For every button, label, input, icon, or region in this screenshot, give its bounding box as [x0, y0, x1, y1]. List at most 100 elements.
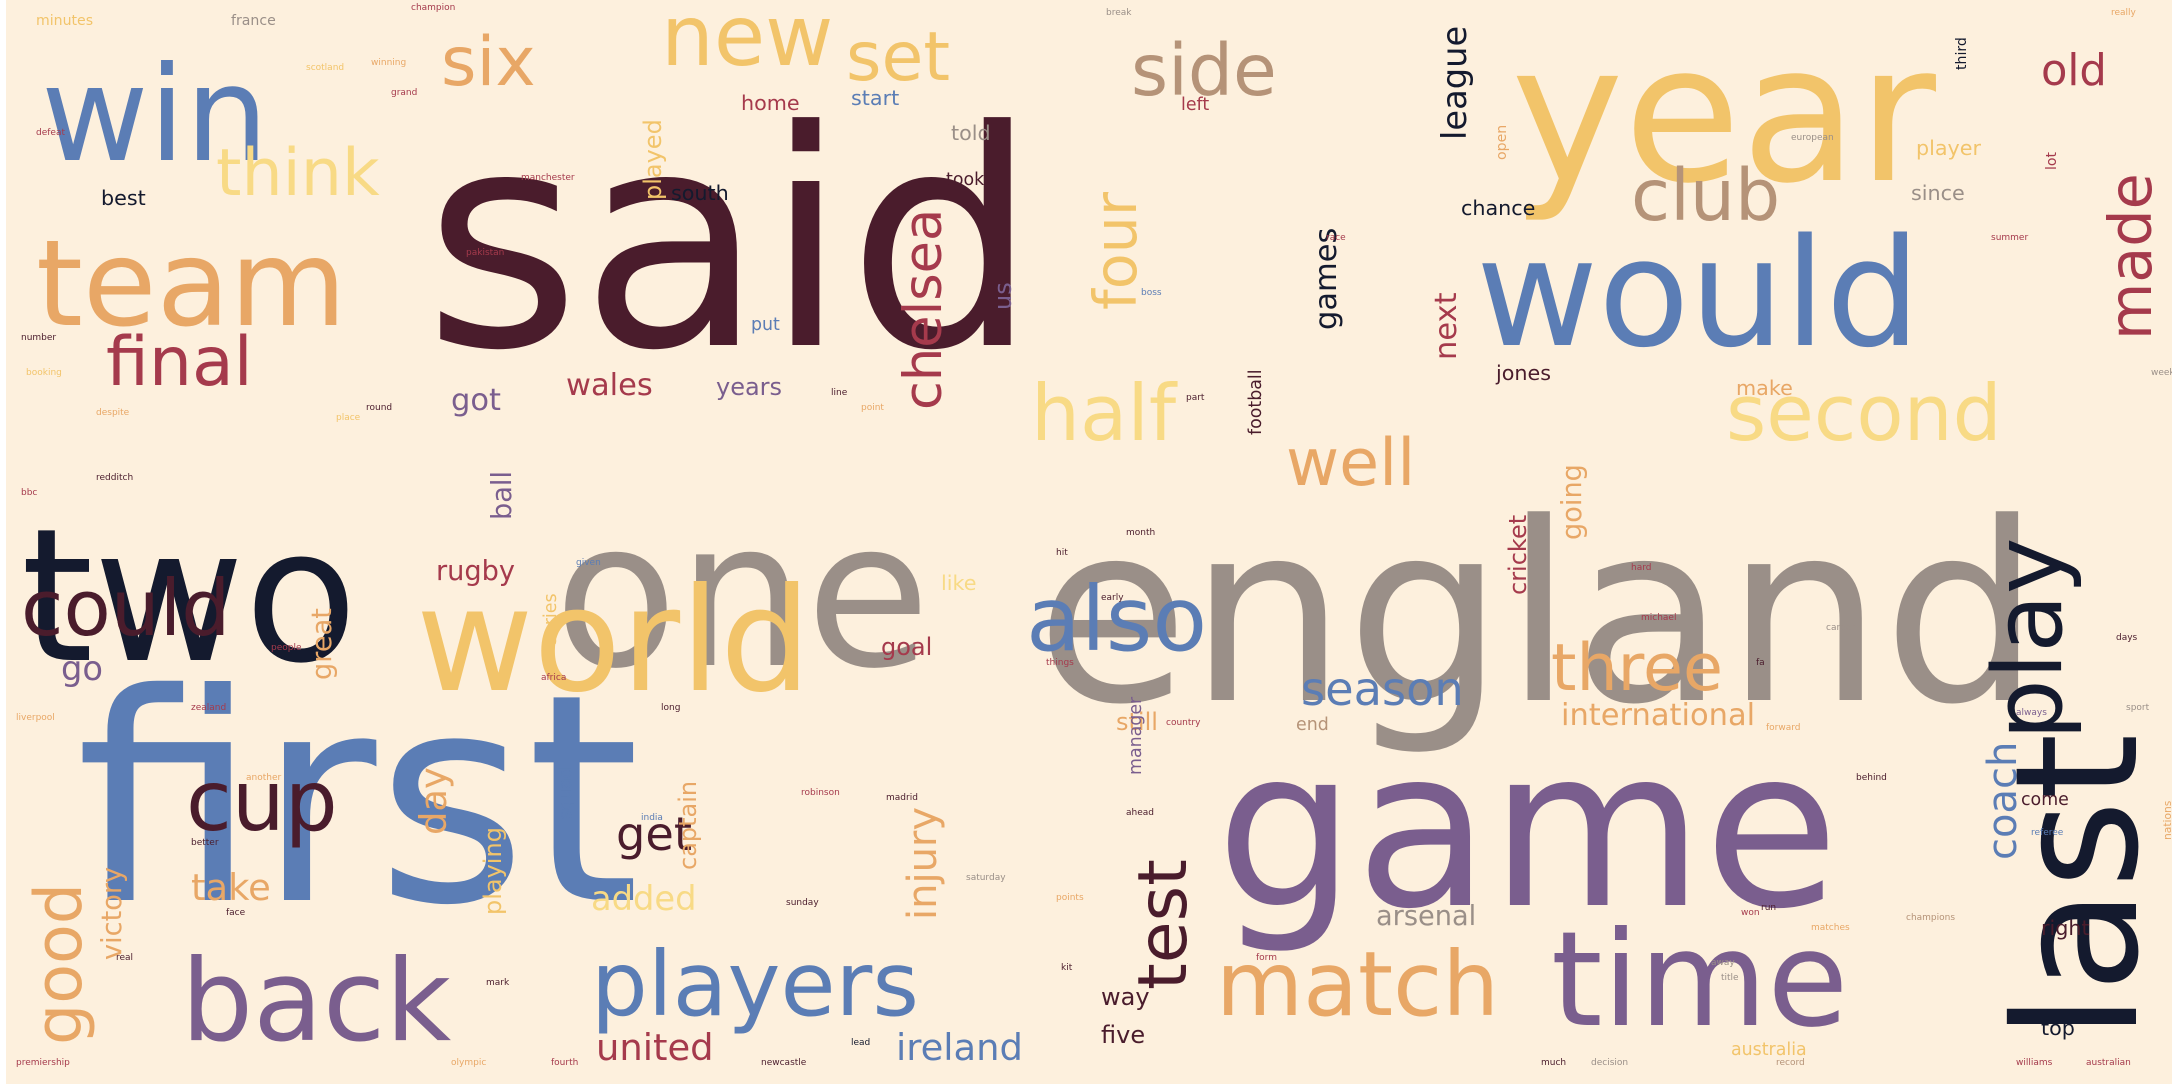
- word-goal: goal: [881, 633, 932, 661]
- word-zealand: zealand: [191, 703, 226, 713]
- word-australia: australia: [1731, 1040, 1807, 1060]
- word-win: win: [41, 39, 269, 192]
- word-run: run: [1761, 903, 1776, 913]
- word-new: new: [661, 0, 833, 85]
- word-third: third: [1954, 37, 1970, 70]
- word-ahead: ahead: [1126, 808, 1154, 818]
- word-put: put: [751, 315, 780, 335]
- word-season: season: [1301, 662, 1464, 716]
- word-things: things: [1046, 658, 1074, 668]
- word-series: series: [541, 593, 561, 645]
- word-year: year: [1511, 3, 1937, 225]
- word-second: second: [1726, 369, 2002, 459]
- word-fourth: fourth: [551, 1058, 578, 1068]
- word-break: break: [1106, 8, 1132, 18]
- word-two: two: [21, 489, 357, 704]
- word-match: match: [1216, 933, 1499, 1037]
- word-bbc: bbc: [21, 488, 37, 498]
- word-side: side: [1131, 29, 1277, 112]
- word-rugby: rugby: [436, 556, 515, 587]
- word-points: points: [1056, 893, 1084, 903]
- word-team: team: [36, 215, 347, 354]
- word-day: day: [412, 767, 455, 835]
- word-old: old: [2041, 46, 2107, 96]
- word-place: place: [336, 413, 361, 423]
- word-line: line: [831, 388, 848, 398]
- word-get: get: [616, 807, 692, 861]
- word-since: since: [1911, 181, 1965, 205]
- word-international: international: [1561, 698, 1755, 733]
- word-pakistan: pakistan: [466, 248, 504, 258]
- word-another: another: [246, 773, 281, 783]
- word-form: form: [1256, 953, 1277, 963]
- word-well: well: [1286, 426, 1415, 501]
- word-arsenal: arsenal: [1376, 901, 1476, 932]
- word-face: face: [226, 908, 246, 918]
- word-minutes: minutes: [36, 13, 93, 29]
- word-football: football: [1246, 369, 1266, 435]
- word-australian: australian: [2086, 1058, 2131, 1068]
- word-victory: victory: [97, 867, 128, 960]
- word-test: test: [1124, 859, 1203, 990]
- word-right: right: [2041, 916, 2090, 940]
- word-month: month: [1126, 528, 1155, 538]
- word-four: four: [1081, 191, 1150, 310]
- word-start: start: [851, 86, 899, 110]
- word-said: said: [424, 67, 1038, 416]
- word-matches: matches: [1811, 923, 1850, 933]
- word-liverpool: liverpool: [16, 713, 55, 723]
- word-africa: africa: [541, 673, 566, 683]
- word-top: top: [2041, 1016, 2075, 1040]
- word-week: week: [2151, 368, 2172, 378]
- word-half: half: [1031, 369, 1178, 459]
- word-set: set: [846, 18, 950, 97]
- word-left: left: [1181, 95, 1209, 115]
- word-better: better: [191, 838, 219, 848]
- word-squad: squad: [556, 767, 576, 820]
- word-cloud-canvas: saidfirstenglandgameoneyeartwolastwouldw…: [16, 0, 2172, 1069]
- word-round: round: [366, 403, 392, 413]
- word-south: south: [671, 181, 729, 205]
- word-chelsea: chelsea: [893, 209, 954, 410]
- word-india: india: [641, 813, 663, 823]
- word-open: open: [1494, 125, 1510, 160]
- word-first: first: [76, 633, 640, 969]
- word-premiership: premiership: [16, 1058, 70, 1068]
- word-always: always: [2016, 708, 2047, 718]
- word-won: won: [1741, 908, 1760, 918]
- word-newcastle: newcastle: [761, 1058, 807, 1068]
- word-michael: michael: [1641, 613, 1676, 623]
- word-player: player: [1916, 136, 1982, 160]
- word-grand: grand: [391, 88, 417, 98]
- word-come: come: [2021, 790, 2069, 810]
- word-players: players: [591, 933, 919, 1037]
- word-best: best: [101, 186, 146, 210]
- word-could: could: [21, 564, 230, 654]
- word-think: think: [216, 136, 380, 211]
- word-winning: winning: [371, 58, 406, 68]
- word-days: days: [2116, 633, 2138, 643]
- word-summer: summer: [1991, 233, 2028, 243]
- word-defeat: defeat: [36, 128, 65, 138]
- word-play: play: [1972, 538, 2084, 740]
- word-got: got: [451, 383, 501, 418]
- word-league: league: [1435, 26, 1474, 140]
- word-manager: manager: [1126, 696, 1146, 775]
- word-ireland: ireland: [896, 1026, 1023, 1069]
- word-really: really: [2111, 8, 2137, 18]
- word-played: played: [639, 119, 667, 200]
- word-also: also: [1026, 568, 1207, 672]
- word-champions: champions: [1906, 913, 1955, 923]
- word-still: still: [1116, 708, 1158, 736]
- word-saturday: saturday: [966, 873, 1006, 883]
- word-us: us: [989, 282, 1017, 310]
- word-forward: forward: [1766, 723, 1801, 733]
- word-nations: nations: [2161, 800, 2172, 840]
- word-given: given: [576, 558, 601, 568]
- word-olympic: olympic: [451, 1058, 486, 1068]
- word-race: race: [1326, 233, 1346, 243]
- word-real: real: [116, 953, 133, 963]
- word-take: take: [191, 866, 271, 909]
- word-club: club: [1631, 154, 1780, 237]
- word-scotland: scotland: [306, 63, 344, 73]
